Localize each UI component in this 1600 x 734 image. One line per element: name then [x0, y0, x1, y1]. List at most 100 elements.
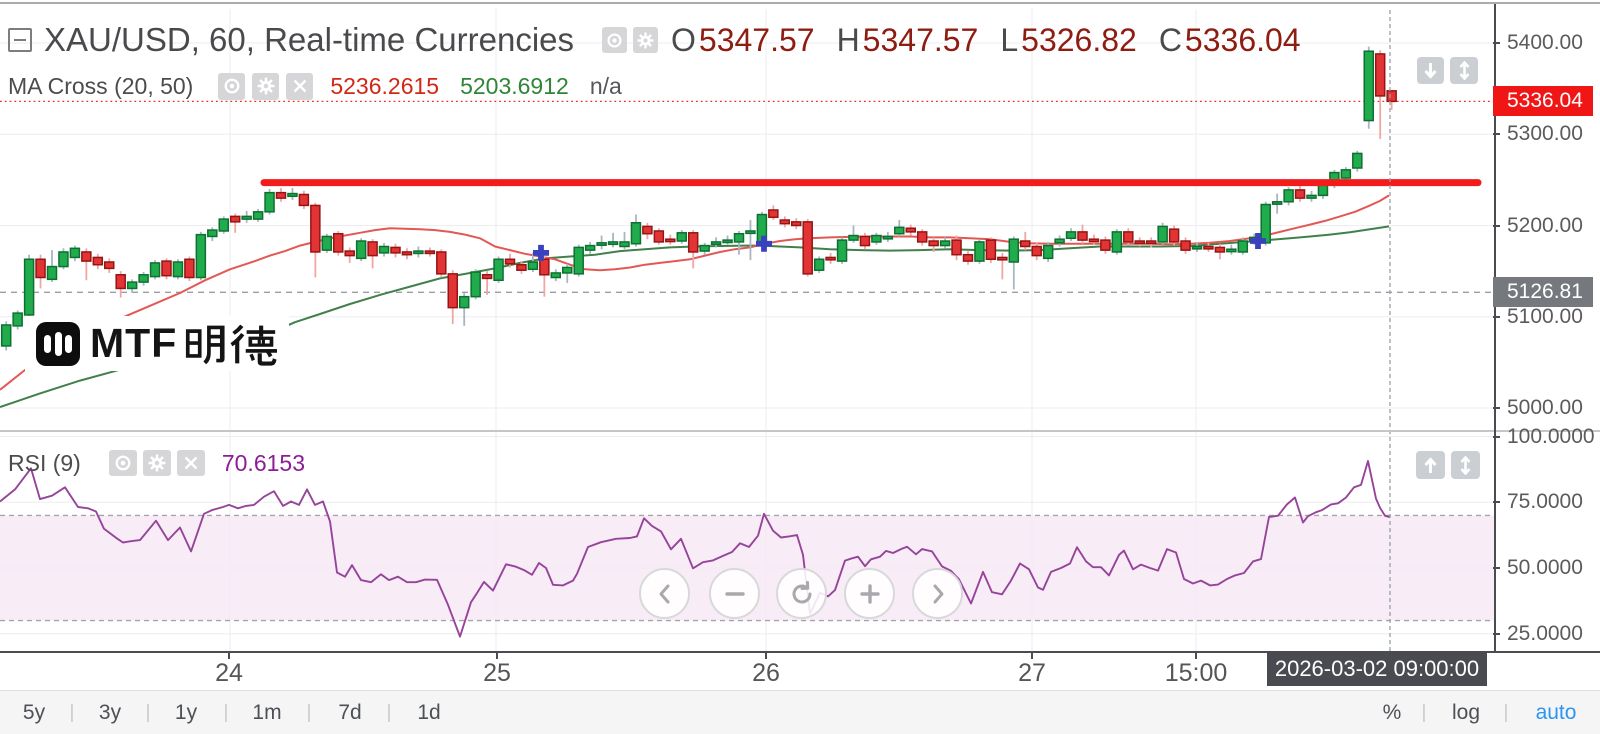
rsi-eye-icon[interactable] [108, 450, 137, 476]
toolbar-item-auto[interactable]: auto [1535, 700, 1577, 724]
candle [1386, 90, 1397, 110]
rsi-gear-icon[interactable] [142, 450, 171, 476]
symbol-legend: XAU/USD, 60, Real-time Currencies O 5347.… [8, 21, 1301, 58]
collapse-icon[interactable] [8, 28, 32, 52]
high-label: H [836, 21, 860, 58]
candle [138, 272, 149, 286]
candle [1352, 150, 1363, 172]
candle [539, 256, 550, 297]
candle [836, 237, 848, 264]
rsi-scale-updown-button[interactable] [1451, 451, 1480, 479]
candle [390, 243, 401, 258]
price-axis[interactable]: 5400.00 5300.00 5200.00 5100.00 5000.00 100.0… [1493, 4, 1600, 653]
toolbar-separator: | [1421, 701, 1427, 723]
open-label: O [671, 21, 696, 58]
rsi-scale-up-button[interactable] [1416, 451, 1445, 479]
ma-close-icon[interactable] [286, 72, 314, 100]
toolbar-item-1y[interactable]: 1y [174, 700, 198, 724]
eye-icon[interactable] [602, 27, 627, 53]
panel-divider[interactable] [0, 430, 1600, 432]
ma-eye-icon[interactable] [218, 72, 246, 100]
rsi-axis-label: 25.0000 [1507, 621, 1583, 645]
candle [962, 251, 974, 265]
rsi-axis-label-tick [1493, 567, 1500, 569]
crosshair-time-text: 2026-03-02 09:00:00 [1274, 655, 1480, 681]
rsi-close-icon[interactable] [176, 450, 205, 476]
time-axis[interactable]: 2026-03-02 09:00:00 24 25 26 27 15:00 [0, 651, 1600, 690]
candle [791, 218, 802, 230]
rsi-title[interactable]: RSI (9) [8, 449, 81, 476]
time-label: 15:00 [1164, 659, 1228, 687]
candle [470, 269, 481, 300]
toolbar-item-7d[interactable]: 7d [338, 700, 362, 724]
ma-cross-title[interactable]: MA Cross (20, 50) [8, 72, 194, 99]
scale-updown-button[interactable] [1450, 57, 1478, 84]
symbol-title[interactable]: XAU/USD, 60, Real-time Currencies [44, 21, 574, 58]
nav-zoom-out-button[interactable] [709, 568, 760, 619]
candle [58, 248, 69, 270]
candle [115, 271, 126, 298]
candle [264, 189, 275, 215]
candle [1134, 237, 1145, 247]
mtf-logo-icon [36, 321, 80, 366]
candle [504, 253, 516, 268]
candle [310, 202, 321, 278]
price-axis-label-tick [1493, 315, 1500, 318]
candle [1088, 234, 1100, 245]
price-axis-label-tick [1493, 133, 1500, 136]
gear-icon[interactable] [633, 27, 658, 53]
price-axis-label-tick [1493, 407, 1500, 409]
candle [424, 247, 436, 257]
current-price-badge: 5336.04 [1493, 86, 1593, 117]
candle [1077, 224, 1088, 244]
candle [23, 254, 35, 319]
rsi-value: 70.6153 [221, 449, 305, 476]
top-border [0, 2, 1600, 4]
candle [367, 239, 378, 269]
toolbar-item-1m[interactable]: 1m [252, 700, 282, 724]
time-tick [496, 651, 498, 659]
candle [1306, 190, 1317, 202]
candle [562, 263, 573, 283]
nav-next-button[interactable] [912, 568, 963, 619]
rsi-axis-label: 100.0000 [1507, 424, 1595, 448]
candle [195, 231, 207, 281]
candle [710, 237, 722, 248]
scale-down-button[interactable] [1417, 57, 1444, 84]
candle [733, 230, 745, 255]
candle [1214, 243, 1226, 260]
price-axis-label: 5400.00 [1507, 31, 1583, 54]
candle [1363, 46, 1374, 129]
time-axis-border [0, 651, 1600, 653]
price-axis-label: 5100.00 [1507, 304, 1583, 328]
toolbar-item-log[interactable]: log [1451, 700, 1481, 724]
candle [527, 252, 539, 273]
candle [1237, 237, 1249, 255]
candle [126, 279, 138, 294]
candle [939, 237, 951, 249]
price-axis-label-tick [1493, 42, 1500, 44]
candle [573, 244, 584, 277]
chart-canvas[interactable] [0, 0, 1494, 653]
toolbar-separator: | [1503, 701, 1509, 723]
candle [985, 237, 997, 263]
candle [458, 293, 470, 326]
candle [871, 232, 882, 245]
nav-prev-button[interactable] [639, 568, 690, 619]
ma-gear-icon[interactable] [252, 72, 280, 100]
watermark-logo: MTF [25, 316, 289, 371]
candle [1283, 187, 1294, 206]
candle [745, 220, 756, 261]
candle [916, 229, 928, 246]
nav-reset-button[interactable] [776, 568, 827, 619]
candle [401, 248, 413, 260]
rsi-axis-label-tick [1493, 501, 1500, 504]
rsi-axis-label-tick [1493, 435, 1500, 438]
toolbar-item-5y[interactable]: 5y [22, 700, 46, 724]
toolbar-item-3y[interactable]: 3y [98, 700, 122, 724]
nav-zoom-in-button[interactable] [844, 568, 895, 619]
toolbar-item-percent[interactable]: % [1382, 700, 1402, 724]
candle [584, 241, 596, 254]
toolbar-item-1d[interactable]: 1d [417, 700, 441, 724]
candle [252, 209, 264, 222]
